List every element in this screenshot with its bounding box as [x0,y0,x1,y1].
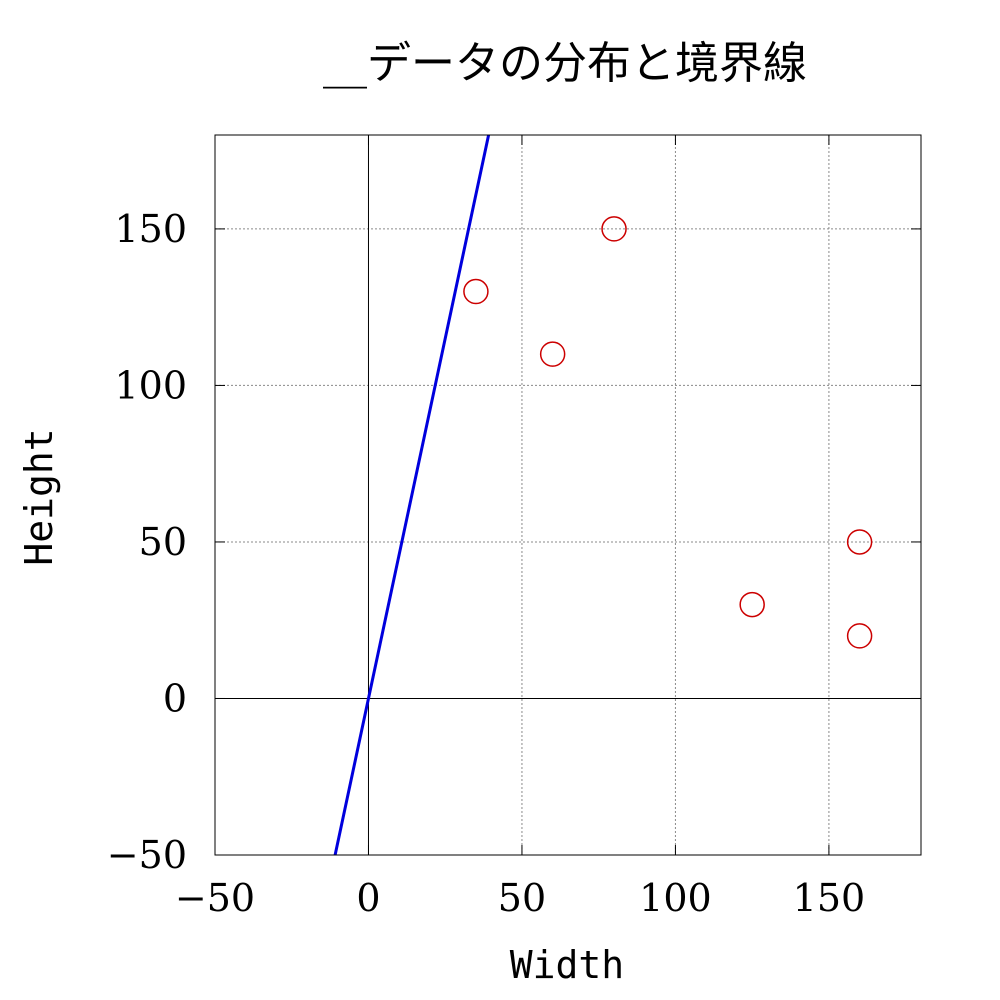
y-tick-label: −50 [107,833,187,877]
data-points [463,216,873,649]
x-tick-label: 0 [356,876,380,920]
x-axis-label: Width [510,943,624,987]
zero-axes [215,135,921,855]
data-point [739,591,765,618]
y-tick-label: 50 [139,520,187,564]
data-point [846,623,873,649]
x-tick-label: 100 [639,876,712,920]
plot-frame [214,134,922,856]
x-tick-label: −50 [175,876,255,920]
data-point [539,341,566,367]
grid [215,135,921,855]
x-tick-label: 150 [793,876,866,920]
y-tick-labels: −50 0 50 100 150 [107,207,187,877]
y-axis-label: Height [17,428,61,565]
data-point [601,216,627,242]
boundary-line [333,135,491,855]
data-point [463,278,489,305]
data-point [846,529,873,555]
y-tick-label: 150 [114,207,187,251]
tick-marks [214,135,921,856]
y-tick-label: 100 [114,363,187,407]
x-tick-label: 50 [498,876,546,920]
chart-title: __データの分布と境界線 [323,38,807,89]
x-tick-labels: −50 0 50 100 150 [175,876,865,920]
y-tick-label: 0 [163,676,187,720]
boundary-line-layer [333,135,491,855]
